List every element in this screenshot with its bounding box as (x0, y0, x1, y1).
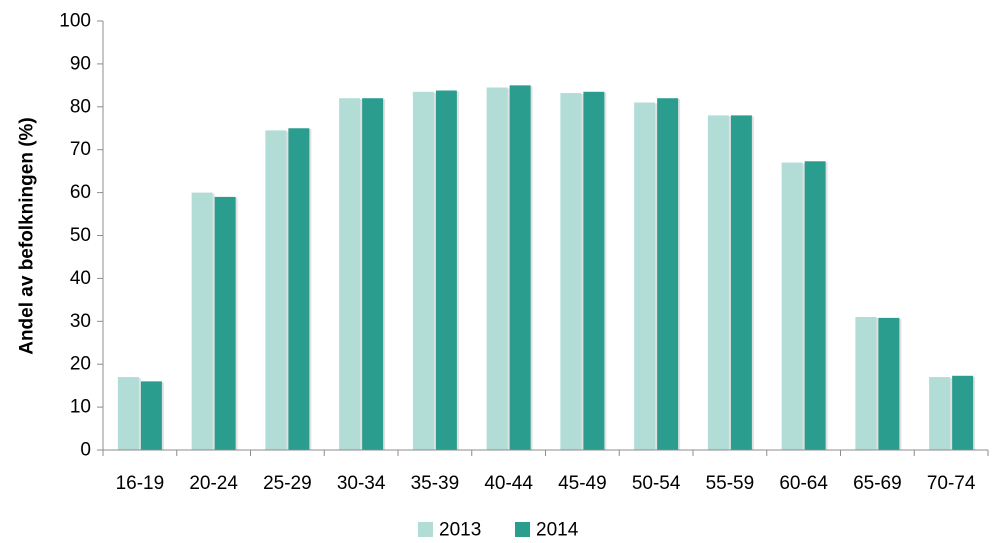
bar-2013-60-64 (781, 162, 803, 450)
bar-2014-25-29 (288, 128, 310, 450)
x-axis-ticks: 16-19 20-24 25-29 30-34 35-39 40-44 45-49 50-54… (102, 450, 989, 494)
bar-2013-50-54 (634, 102, 656, 450)
bar-2013-25-29 (265, 130, 287, 450)
x-tick-label: 45-49 (558, 473, 607, 494)
bar-2014-35-39 (435, 90, 457, 451)
x-tick-label: 30-34 (337, 473, 386, 494)
x-tick-label: 16-19 (116, 473, 165, 494)
y-axis-ticks: 0 10 20 30 40 50 60 70 80 90 100 (59, 11, 103, 461)
y-tick-label: 60 (70, 182, 91, 203)
x-tick-label: 40-44 (484, 473, 533, 494)
bar-2014-65-69 (878, 317, 900, 450)
bar-2014-30-34 (362, 98, 384, 450)
y-tick-label: 0 (80, 440, 91, 461)
bar-2013-20-24 (191, 192, 213, 450)
x-tick-label: 20-24 (189, 473, 238, 494)
x-tick-label: 35-39 (411, 473, 460, 494)
bar-2014-70-74 (952, 375, 974, 450)
bar-2013-16-19 (117, 377, 139, 450)
x-tick-label: 50-54 (632, 473, 681, 494)
bar-2014-40-44 (509, 85, 531, 450)
bars (117, 85, 976, 451)
bar-2014-45-49 (583, 91, 605, 450)
bar-2013-35-39 (412, 91, 434, 450)
y-tick-label: 100 (59, 11, 91, 32)
y-tick-label: 70 (70, 139, 91, 160)
y-tick-label: 20 (70, 354, 91, 375)
bar-2013-55-59 (707, 115, 729, 450)
x-tick-label: 55-59 (706, 473, 755, 494)
legend: 2013 2014 (418, 520, 579, 541)
y-tick-label: 40 (70, 268, 91, 289)
bar-2014-60-64 (804, 161, 826, 450)
y-tick-label: 90 (70, 53, 91, 74)
bar-2013-65-69 (855, 317, 877, 450)
bar-2013-70-74 (929, 377, 951, 450)
legend-label-2013: 2013 (439, 520, 481, 541)
bar-2013-45-49 (560, 93, 582, 451)
bar-2014-16-19 (140, 381, 162, 450)
y-tick-label: 80 (70, 96, 91, 117)
y-tick-label: 30 (70, 311, 91, 332)
x-tick-label: 70-74 (927, 473, 976, 494)
bar-2014-20-24 (214, 196, 236, 450)
x-tick-label: 60-64 (779, 473, 828, 494)
legend-swatch-2014 (515, 522, 530, 537)
bar-2014-55-59 (730, 115, 752, 450)
bar-2014-50-54 (657, 98, 679, 450)
legend-label-2014: 2014 (536, 520, 579, 541)
x-tick-label: 25-29 (263, 473, 312, 494)
x-tick-label: 65-69 (853, 473, 902, 494)
bar-2013-40-44 (486, 87, 508, 451)
y-tick-label: 10 (70, 397, 91, 418)
legend-swatch-2013 (418, 522, 433, 537)
y-tick-label: 50 (70, 225, 91, 246)
y-axis-title: Andel av befolkningen (%) (17, 117, 38, 355)
bar-2013-30-34 (339, 98, 361, 450)
